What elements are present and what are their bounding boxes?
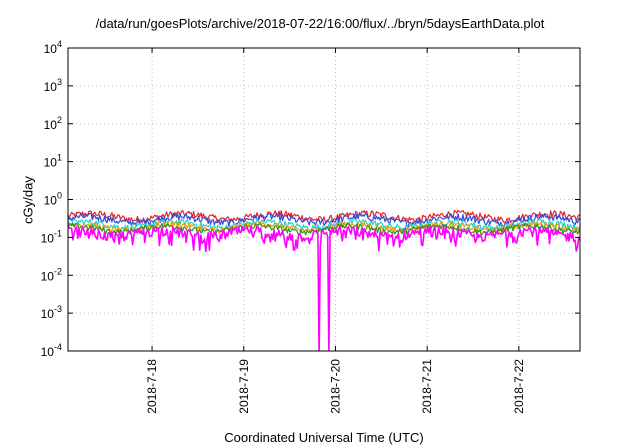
y-tick-exponent: -3 [54, 304, 62, 314]
y-tick-exponent: -2 [54, 266, 62, 276]
y-tick-label: 101 [44, 153, 62, 170]
y-tick-exponent: 2 [57, 115, 62, 125]
y-tick-label: 10-3 [41, 304, 62, 321]
grid-lines [68, 48, 580, 351]
y-tick-base: 10 [44, 156, 58, 170]
y-tick-base: 10 [41, 345, 55, 359]
y-tick-exponent: -1 [54, 228, 62, 238]
x-axis-label: Coordinated Universal Time (UTC) [224, 430, 424, 445]
y-tick-label: 103 [44, 77, 62, 94]
y-tick-exponent: 3 [57, 77, 62, 87]
y-tick-exponent: 1 [57, 153, 62, 163]
y-tick-base: 10 [41, 269, 55, 283]
y-tick-label: 102 [44, 115, 62, 132]
series-group [68, 209, 580, 351]
x-tick-label: 2018-7-21 [420, 359, 434, 414]
y-tick-base: 10 [44, 118, 58, 132]
chart-title: /data/run/goesPlots/archive/2018-07-22/1… [95, 16, 545, 31]
y-tick-label: 10-2 [41, 266, 62, 283]
y-tick-label: 100 [44, 191, 62, 208]
x-tick-label: 2018-7-22 [512, 359, 526, 414]
y-tick-label: 10-1 [41, 228, 62, 245]
y-tick-label: 104 [44, 39, 62, 56]
series-line-2 [68, 212, 580, 228]
y-tick-exponent: 0 [57, 191, 62, 201]
y-tick-exponent: 4 [57, 39, 62, 49]
series-line-1 [68, 209, 580, 224]
x-tick-label: 2018-7-18 [145, 359, 159, 414]
y-tick-exponent: -4 [54, 342, 62, 352]
y-tick-base: 10 [44, 194, 58, 208]
series-line-6 [68, 225, 580, 351]
y-tick-base: 10 [41, 307, 55, 321]
y-tick-base: 10 [44, 42, 58, 56]
x-tick-label: 2018-7-20 [328, 359, 342, 414]
y-tick-base: 10 [44, 80, 58, 94]
y-tick-base: 10 [41, 231, 55, 245]
y-tick-label: 10-4 [41, 342, 62, 359]
series-line-5 [68, 222, 580, 236]
x-tick-label: 2018-7-19 [237, 359, 251, 414]
